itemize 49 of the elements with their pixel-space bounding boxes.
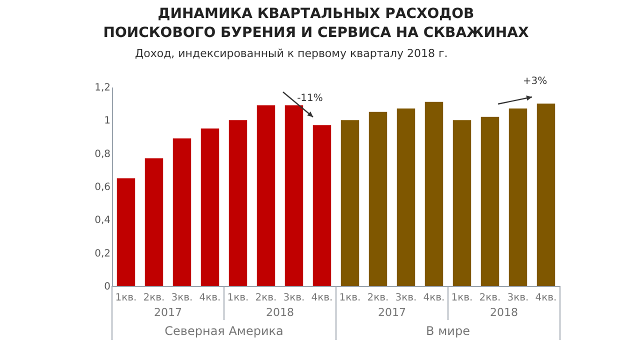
- y-tick-label: 0,8: [94, 148, 110, 160]
- text: 2017: [378, 306, 406, 319]
- bar: [312, 125, 332, 286]
- x-tick-label: 1кв.: [451, 292, 473, 304]
- x-tick-label: 3кв.: [395, 292, 417, 304]
- x-tick-label: 4кв.: [535, 292, 557, 304]
- bar: [424, 102, 444, 286]
- text: +3%: [522, 76, 548, 87]
- x-tick-label: 3кв.: [171, 292, 193, 304]
- x-tick-label: 3кв.: [507, 292, 529, 304]
- x-tick-label: 4кв.: [311, 292, 333, 304]
- bar: [368, 112, 388, 286]
- x-tick-label: 3кв.: [283, 292, 305, 304]
- x-tick-label: 1кв.: [227, 292, 249, 304]
- bar: [144, 158, 164, 286]
- chart-subtitle: Доход, индексированный к первому кварталу 2018 г.: [135, 47, 448, 60]
- bar: [396, 108, 416, 286]
- x-tick-label: 4кв.: [199, 292, 221, 304]
- bar: [480, 116, 500, 286]
- y-tick-label: 1: [104, 116, 110, 127]
- y-tick-label: 1,2: [94, 82, 110, 94]
- y-tick-label: 0,2: [94, 248, 110, 260]
- chart-title: ДИНАМИКА КВАРТАЛЬНЫХ РАСХОДОВ ПОИСКОВОГО БУРЕНИЯ И СЕРВИСА НА СКВАЖИНАХ: [103, 6, 529, 41]
- bar: [228, 120, 248, 286]
- text: 2017: [154, 306, 182, 319]
- y-tick-label: 0: [104, 282, 110, 292]
- x-tick-label: 2кв.: [255, 292, 277, 304]
- bar: [256, 105, 276, 286]
- text: Северная Америка: [164, 324, 284, 338]
- x-tick-label: 1кв.: [115, 292, 137, 304]
- x-tick-label: 1кв.: [339, 292, 361, 304]
- bar: [284, 105, 304, 286]
- bar: [536, 104, 556, 286]
- bar: [452, 120, 472, 286]
- bar: [508, 108, 528, 286]
- bar: [172, 138, 192, 286]
- bar: [116, 178, 136, 286]
- x-tick-label: 2кв.: [143, 292, 165, 304]
- x-tick-label: 2кв.: [479, 292, 501, 304]
- x-tick-label: 2кв.: [367, 292, 389, 304]
- x-tick-label: 4кв.: [423, 292, 445, 304]
- text: В мире: [426, 324, 470, 338]
- text: 2018: [266, 306, 294, 319]
- bar: [340, 120, 360, 286]
- annotation: -11%: [297, 93, 323, 104]
- y-tick-label: 0,6: [94, 182, 110, 193]
- bar: [200, 128, 220, 286]
- text: 2018: [490, 306, 518, 319]
- y-tick-label: 0,4: [94, 215, 110, 226]
